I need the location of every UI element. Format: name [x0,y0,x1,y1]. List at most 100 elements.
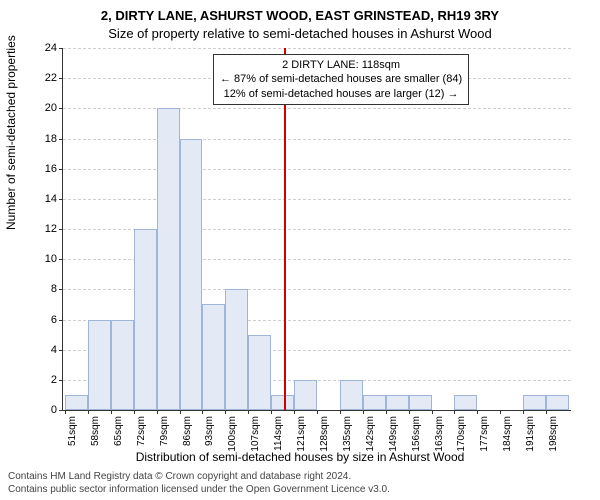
x-tick-mark [157,410,158,414]
chart-title-main: 2, DIRTY LANE, ASHURST WOOD, EAST GRINST… [0,8,600,23]
x-tick-label: 170sqm [456,416,467,452]
x-tick-label: 65sqm [113,416,124,446]
y-tick-mark [59,78,63,79]
x-tick-mark [409,410,410,414]
x-tick-mark [271,410,272,414]
x-tick-mark [88,410,89,414]
footer-line1: Contains HM Land Registry data © Crown c… [8,471,390,484]
x-tick-label: 58sqm [90,416,101,446]
plot-area: 02468101214161820222451sqm58sqm65sqm72sq… [62,48,571,411]
x-tick-mark [65,410,66,414]
y-tick-label: 0 [51,404,57,416]
gridline [63,108,571,109]
x-tick-label: 107sqm [250,416,261,452]
x-tick-mark [546,410,547,414]
gridline [63,199,571,200]
x-axis-label: Distribution of semi-detached houses by … [0,450,600,464]
annotation-line3: 12% of semi-detached houses are larger (… [220,87,462,101]
x-tick-mark [202,410,203,414]
x-tick-mark [180,410,181,414]
y-tick-label: 20 [45,102,57,114]
y-tick-label: 16 [45,163,57,175]
histogram-bar [454,395,477,410]
annotation-line2: ← 87% of semi-detached houses are smalle… [220,72,462,86]
x-tick-mark [500,410,501,414]
histogram-bar [65,395,88,410]
y-tick-label: 12 [45,223,57,235]
y-tick-label: 2 [51,374,57,386]
annotation-box: 2 DIRTY LANE: 118sqm ← 87% of semi-detac… [213,54,469,105]
histogram-bar [340,380,363,410]
x-tick-mark [432,410,433,414]
x-tick-label: 177sqm [479,416,490,452]
y-tick-mark [59,139,63,140]
histogram-bar [88,320,111,411]
chart-title-sub: Size of property relative to semi-detach… [0,26,600,41]
histogram-bar [202,304,225,410]
histogram-bar [225,289,248,410]
x-tick-label: 100sqm [227,416,238,452]
y-tick-label: 22 [45,72,57,84]
histogram-bar [294,380,317,410]
y-tick-label: 24 [45,42,57,54]
y-tick-mark [59,350,63,351]
histogram-bar [271,395,294,410]
y-tick-label: 14 [45,193,57,205]
x-tick-label: 191sqm [525,416,536,452]
x-tick-mark [294,410,295,414]
x-tick-label: 149sqm [388,416,399,452]
x-tick-label: 128sqm [319,416,330,452]
x-tick-label: 156sqm [411,416,422,452]
histogram-bar [248,335,271,410]
annotation-line1: 2 DIRTY LANE: 118sqm [220,58,462,72]
x-tick-label: 163sqm [434,416,445,452]
y-tick-label: 10 [45,253,57,265]
y-tick-mark [59,169,63,170]
histogram-bar [111,320,134,411]
y-tick-label: 8 [51,283,57,295]
x-tick-mark [523,410,524,414]
x-tick-label: 135sqm [342,416,353,452]
histogram-bar [134,229,157,410]
x-tick-label: 114sqm [273,416,284,451]
y-tick-mark [59,320,63,321]
x-tick-label: 184sqm [502,416,513,452]
y-tick-mark [59,48,63,49]
y-axis-label: Number of semi-detached properties [4,35,18,230]
y-tick-mark [59,410,63,411]
y-tick-label: 6 [51,314,57,326]
y-tick-mark [59,289,63,290]
x-tick-mark [111,410,112,414]
x-tick-mark [454,410,455,414]
y-tick-label: 4 [51,344,57,356]
x-tick-mark [248,410,249,414]
y-tick-mark [59,108,63,109]
gridline [63,169,571,170]
x-tick-label: 51sqm [67,416,78,446]
x-tick-mark [386,410,387,414]
histogram-bar [157,108,180,410]
x-tick-label: 72sqm [136,416,147,446]
x-tick-mark [225,410,226,414]
x-tick-label: 93sqm [204,416,215,446]
footer-line2: Contains public sector information licen… [8,484,390,497]
x-tick-mark [340,410,341,414]
x-tick-mark [363,410,364,414]
x-tick-mark [134,410,135,414]
x-tick-label: 142sqm [365,416,376,452]
x-tick-label: 198sqm [548,416,559,452]
histogram-bar [546,395,569,410]
y-tick-mark [59,380,63,381]
y-tick-mark [59,229,63,230]
x-tick-mark [477,410,478,414]
y-tick-mark [59,259,63,260]
histogram-bar [180,139,203,411]
property-size-chart: 2, DIRTY LANE, ASHURST WOOD, EAST GRINST… [0,0,600,500]
x-tick-mark [317,410,318,414]
histogram-bar [386,395,409,410]
x-tick-label: 86sqm [182,416,193,446]
gridline [63,139,571,140]
y-tick-label: 18 [45,133,57,145]
histogram-bar [523,395,546,410]
x-tick-label: 121sqm [296,416,307,452]
